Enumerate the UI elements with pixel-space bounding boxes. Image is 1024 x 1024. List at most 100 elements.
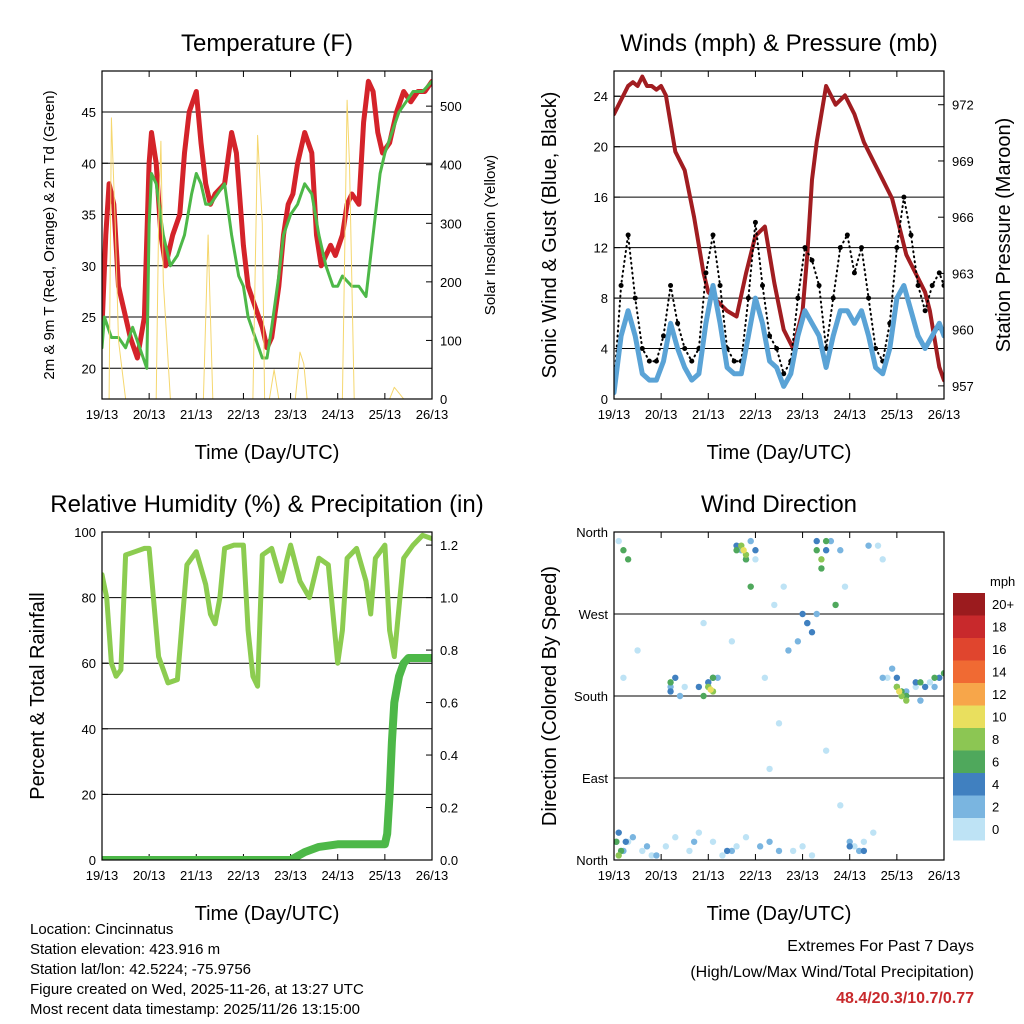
direction-point-2-4-mph [766,838,773,845]
temperature-y2tick-label: 200 [440,275,462,290]
direction-point-8-10-mph [615,852,622,859]
winds-gust-point [851,270,857,276]
humidity-plot-area [102,532,432,860]
humidity-series-Total-precip [102,654,432,860]
created-text: Figure created on Wed, 2025-11-26, at 13… [30,981,364,998]
colorbar-swatch [953,818,985,841]
winds-gust-point [837,245,843,251]
humidity-ytick-label: 100 [74,525,96,540]
winds-ytick-label: 12 [594,241,608,256]
direction-point-2-4-mph [756,843,764,850]
temperature-ylabel: 2m & 9m T (Red, Orange) & 2m Td (Green) [41,90,58,379]
winds-ytick-label: 8 [601,291,608,306]
direction-point-6-8-mph [624,556,632,563]
winds-gust-point [929,282,935,288]
colorbar-label: 0 [992,822,999,837]
direction-point-0-2-mph [639,847,646,855]
direction-point-2-4-mph [855,847,863,855]
direction-point-4-6-mph [705,679,712,686]
winds-gust-point [774,346,780,352]
direction-point-10-12-mph [896,688,903,695]
temperature-frame [101,70,433,400]
winds-plot-area [614,74,944,396]
direction-point-2-4-mph [794,638,802,645]
humidity-frame [101,531,433,861]
direction-point-2-4-mph [676,692,684,700]
colorbar-label: 2 [992,800,999,815]
direction-point-0-2-mph [733,843,740,850]
winds-y2tick-label: 969 [952,154,974,169]
timestamp-text: Most recent data timestamp: 2025/11/26 1… [30,1001,360,1018]
direction-point-8-10-mph [903,697,910,704]
winds-gust-point [866,295,872,301]
winds-gust-point [717,282,723,288]
direction-point-0-2-mph [822,747,830,754]
direction-point-2-4-mph [690,838,698,845]
direction-point-0-2-mph [620,674,627,681]
direction-point-2-4-mph [846,838,853,845]
direction-point-2-4-mph [888,665,896,672]
winds-xtick-label: 24/13 [833,407,866,422]
humidity-y2tick-label: 1.2 [440,538,458,553]
direction-point-2-4-mph [865,542,872,549]
direction-plot-area [614,537,944,859]
temperature-xtick-label: 24/13 [321,407,354,422]
direction-ylabel: Direction (Colored By Speed) [539,566,561,826]
direction-point-6-8-mph [742,556,750,563]
direction-point-6-8-mph [903,692,910,700]
humidity-y2tick-label: 1.0 [440,591,458,606]
winds-ytick-label: 20 [594,140,608,155]
winds-series-Pressure [614,74,944,383]
direction-point-4-6-mph [752,547,759,554]
direction-point-2-4-mph [879,674,886,681]
winds-gust-point [922,308,928,314]
humidity-xtick-label: 26/13 [416,868,449,883]
direction-point-4-6-mph [893,674,901,681]
temperature-y2label: Solar Insolation (Yellow) [482,155,499,315]
direction-point-6-8-mph [700,692,707,700]
direction-point-2-4-mph [728,847,736,855]
temperature-y2tick-label: 0 [440,392,447,407]
direction-point-0-2-mph [851,843,858,850]
direction-ytick-label: South [574,689,608,704]
winds-gust-point [873,346,879,352]
winds-gust-point [816,282,822,288]
direction-xtick-label: 20/13 [645,868,678,883]
temperature-ytick-label: 20 [82,361,96,376]
temperature-ytick-label: 25 [82,310,96,325]
direction-point-6-8-mph [620,547,627,554]
winds-ytick-label: 0 [601,392,608,407]
direction-point-0-2-mph [695,829,703,836]
temperature-y2tick-label: 300 [440,216,462,231]
colorbar-swatch [953,615,985,638]
direction-point-10-12-mph [740,547,747,554]
winds-y2tick-label: 963 [952,266,974,281]
direction-point-0-2-mph [686,847,693,855]
direction-point-0-2-mph [780,583,787,590]
extremes-title: Extremes For Past 7 Days [787,938,974,955]
humidity-ylabel: Percent & Total Rainfall [27,592,49,800]
humidity-ytick-label: 60 [82,656,96,671]
winds-gust-point [661,333,666,339]
direction-point-0-2-mph [771,601,778,609]
direction-point-0-2-mph [841,583,849,590]
direction-point-6-8-mph [667,679,674,686]
extremes-box: Extremes For Past 7 Days (High/Low/Max W… [690,934,974,1012]
winds-gust-point [823,346,829,352]
direction-xtick-label: 19/13 [598,868,631,883]
direction-point-0-2-mph [766,765,773,773]
direction-chart: Wind Direction Time (Day/UTC) Direction (C… [539,491,1015,925]
winds-gust-point [682,346,688,352]
direction-point-10-12-mph [707,686,714,693]
direction-point-4-6-mph [615,829,622,836]
direction-point-0-2-mph [799,843,806,850]
direction-point-0-2-mph [884,674,891,681]
humidity-ytick-label: 80 [82,591,96,606]
temperature-y2tick-label: 400 [440,158,462,173]
winds-y2tick-label: 966 [952,210,974,225]
direction-point-0-2-mph [634,647,641,654]
direction-xtick-label: 24/13 [833,868,866,883]
humidity-title: Relative Humidity (%) & Precipitation (i… [50,491,483,518]
direction-point-6-8-mph [931,674,938,681]
